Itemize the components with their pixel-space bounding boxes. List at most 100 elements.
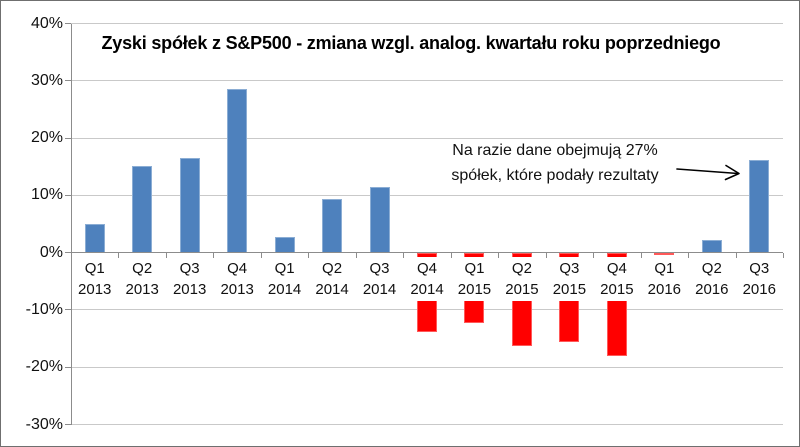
gridline: [71, 194, 783, 196]
chart-title: Zyski spółek z S&P500 - zmiana wzgl. ana…: [101, 33, 721, 53]
x-tick: [213, 252, 215, 258]
bar: [84, 224, 105, 253]
x-label-quarter: Q2: [511, 260, 532, 277]
y-tick: [65, 23, 71, 24]
x-label-quarter: Q1: [464, 260, 485, 277]
x-tick: [593, 252, 595, 258]
y-axis-line: [71, 23, 72, 425]
x-tick: [450, 252, 452, 258]
arrow-icon: [676, 164, 740, 181]
x-axis-label: Q4 2014: [407, 257, 447, 301]
x-label-year: 2015: [600, 281, 634, 298]
x-axis-label: Q1 2015: [454, 257, 495, 301]
x-axis-line: [71, 252, 783, 254]
x-tick: [783, 252, 784, 258]
bar: [322, 199, 343, 253]
x-label-quarter: Q3: [559, 260, 580, 277]
y-axis-tick-label: -30%: [25, 415, 63, 433]
y-tick: [65, 252, 71, 254]
y-axis-tick-label: 40%: [30, 14, 63, 32]
x-axis-label: Q3 2015: [549, 257, 590, 301]
y-axis-tick-label: -10%: [25, 300, 63, 318]
x-label-year: 2013: [125, 281, 159, 298]
x-axis-label: Q2 2015: [502, 257, 542, 301]
x-tick: [355, 252, 357, 258]
x-label-year: 2013: [220, 281, 254, 298]
x-label-year: 2016: [647, 281, 682, 298]
x-label-quarter: Q1: [654, 260, 675, 277]
y-tick: [65, 80, 71, 82]
y-tick: [65, 309, 71, 311]
x-label-quarter: Q2: [132, 260, 153, 277]
x-axis-label: Q2 2016: [692, 257, 732, 301]
x-label-quarter: Q2: [322, 260, 343, 277]
x-label-year: 2013: [172, 281, 207, 298]
x-label-year: 2014: [315, 281, 349, 298]
x-axis-label: Q1 2013: [75, 257, 115, 301]
gridline: [71, 137, 783, 139]
x-label-year: 2013: [78, 281, 112, 298]
x-tick: [688, 252, 690, 258]
x-label-quarter: Q1: [84, 260, 105, 277]
y-tick: [65, 137, 71, 139]
x-label-quarter: Q4: [606, 260, 627, 277]
x-axis-label: Q3 2014: [359, 257, 400, 301]
x-axis-label: Q2 2013: [122, 257, 162, 301]
x-label-quarter: Q4: [416, 260, 437, 277]
gridline: [71, 424, 783, 425]
y-axis-tick-label: 10%: [30, 186, 63, 204]
y-axis-tick-label: 30%: [30, 71, 63, 89]
x-label-year: 2015: [457, 281, 492, 298]
gridline: [71, 366, 783, 368]
x-label-year: 2016: [742, 281, 776, 298]
x-label-year: 2014: [362, 281, 397, 298]
x-label-quarter: Q4: [227, 260, 248, 277]
annotation: Na razie dane obejmują 27% spółek, które…: [439, 138, 671, 188]
x-tick: [118, 252, 120, 258]
x-label-year: 2015: [552, 281, 587, 298]
bar: [654, 253, 675, 256]
y-tick: [65, 366, 71, 368]
y-tick: [65, 424, 71, 425]
bar: [274, 237, 295, 253]
gridline: [71, 23, 783, 24]
y-axis-tick-label: 20%: [30, 129, 63, 147]
x-tick: [640, 252, 642, 258]
bar: [369, 186, 390, 253]
gridline: [71, 80, 783, 82]
x-axis-label: Q3 2013: [169, 257, 210, 301]
x-label-year: 2015: [505, 281, 539, 298]
x-axis-label: Q4 2013: [217, 257, 257, 301]
x-axis-label: Q1 2016: [644, 257, 685, 301]
annotation-line-1: Na razie dane obejmują 27%: [452, 142, 658, 159]
x-label-year: 2016: [695, 281, 729, 298]
bar: [132, 165, 153, 253]
bar: [179, 158, 200, 253]
x-tick: [498, 252, 500, 258]
x-tick: [403, 252, 405, 258]
annotation-line-2: spółek, które podały rezultaty: [451, 167, 659, 184]
x-label-quarter: Q3: [179, 260, 200, 277]
x-tick: [308, 252, 310, 258]
x-axis-label: Q2 2014: [312, 257, 352, 301]
x-label-quarter: Q2: [701, 260, 722, 277]
x-label-quarter: Q3: [369, 260, 390, 277]
x-label-year: 2014: [410, 281, 444, 298]
x-tick: [545, 252, 547, 258]
x-axis-label: Q4 2015: [597, 257, 637, 301]
bar: [701, 240, 722, 253]
x-label-quarter: Q1: [274, 260, 295, 277]
x-axis-label: Q1 2014: [264, 257, 305, 301]
x-tick: [735, 252, 737, 258]
x-label-year: 2014: [267, 281, 302, 298]
bar: [749, 159, 770, 253]
x-label-quarter: Q3: [749, 260, 770, 277]
x-tick: [165, 252, 167, 258]
y-tick: [65, 194, 71, 196]
x-tick: [260, 252, 262, 258]
x-axis-label: Q3 2016: [739, 257, 779, 301]
y-axis-tick-label: 0%: [39, 243, 63, 261]
bar: [227, 89, 248, 253]
